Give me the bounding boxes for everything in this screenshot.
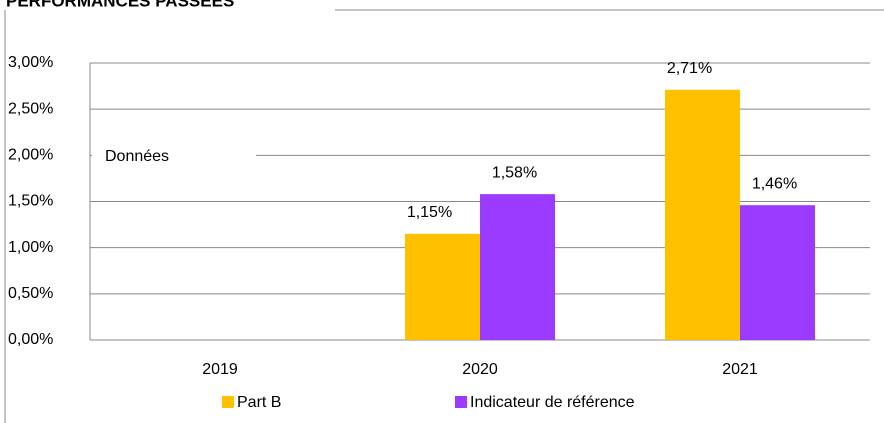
y-tick-label: 1,00% [8,239,53,256]
x-tick-label: 2021 [722,361,758,378]
data-label: 1,15% [407,204,452,221]
bar [480,194,555,340]
legend-swatch [222,396,234,408]
y-tick-label: 2,00% [8,147,53,164]
bar [405,233,480,340]
annotation-box [92,128,256,185]
y-tick-label: 3,00% [8,54,53,71]
y-tick-label: 0,50% [8,285,53,302]
data-label: 2,71% [667,60,712,77]
y-tick-label: 2,50% [8,100,53,117]
data-label: 1,58% [492,164,537,181]
annotation: Données [105,148,169,165]
y-tick-label: 1,50% [8,193,53,210]
legend-label: Indicateur de référence [470,394,635,411]
legend-label: Part B [237,394,281,411]
data-label: 1,46% [752,175,797,192]
bar [740,205,815,340]
legend-swatch [455,396,467,408]
bar [665,89,740,340]
x-tick-label: 2019 [202,361,238,378]
x-tick-label: 2020 [462,361,498,378]
y-tick-label: 0,00% [8,331,53,348]
chart-title: PERFORMANCES PASSÉES [6,0,234,10]
